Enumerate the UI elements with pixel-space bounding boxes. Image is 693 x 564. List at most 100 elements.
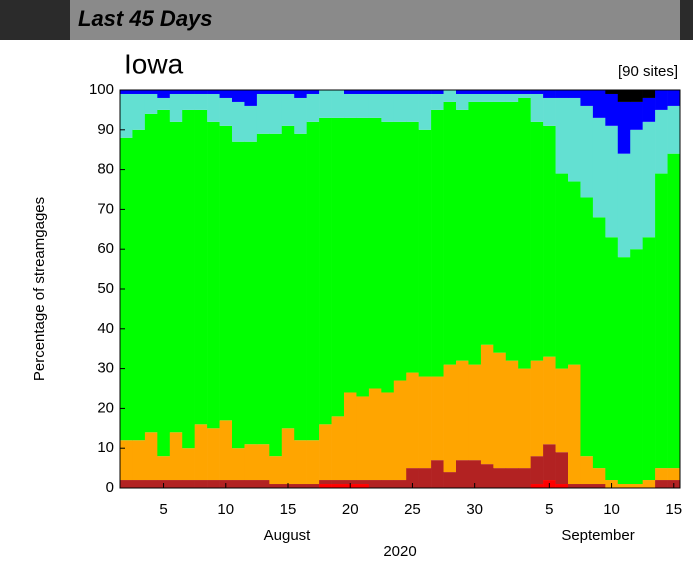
bar-segment <box>555 90 569 98</box>
bar-segment <box>431 90 444 94</box>
bar-segment <box>207 428 220 481</box>
bar-segment <box>144 432 158 481</box>
bar-segment <box>381 480 395 488</box>
bar-segment <box>642 121 656 238</box>
bar-segment <box>356 117 370 397</box>
bar-segment <box>182 90 195 94</box>
bar-segment <box>219 125 233 421</box>
chart-title: Last 45 Days <box>78 6 213 31</box>
bar-segment <box>431 93 444 110</box>
bar-segment <box>630 90 643 102</box>
bar-segment <box>518 93 531 98</box>
bar-segment <box>319 90 332 118</box>
bar-segment <box>480 93 494 102</box>
bar-segment <box>605 90 619 94</box>
bar-segment <box>630 129 643 250</box>
bar-segment <box>493 352 507 469</box>
bar-segment <box>480 101 494 345</box>
bar-segment <box>219 97 233 126</box>
bar-segment <box>169 121 183 433</box>
bar-segment <box>269 484 283 488</box>
bar-segment <box>406 468 419 488</box>
bar-segment <box>493 468 507 488</box>
bar-segment <box>194 480 208 488</box>
bar-segment <box>530 121 544 361</box>
bar-segment <box>443 472 457 488</box>
bar-segment <box>256 90 270 94</box>
bar-segment <box>120 480 133 488</box>
bar-segment <box>132 93 146 130</box>
bar-segment <box>468 90 482 94</box>
bar-segment <box>294 133 307 441</box>
bar-segment <box>194 424 208 481</box>
bar-segment <box>344 480 357 485</box>
bar-segment <box>667 153 681 469</box>
bar-segment <box>157 456 171 481</box>
bar-segment <box>617 257 631 485</box>
bar-segment <box>368 93 382 118</box>
y-tick-label: 100 <box>89 81 114 98</box>
bar-segment <box>468 101 482 365</box>
y-tick-label: 0 <box>106 479 114 496</box>
bar-segment <box>169 480 183 488</box>
bar-segment <box>356 90 370 94</box>
bar-segment <box>605 125 619 238</box>
bar-segment <box>543 90 556 98</box>
bar-segment <box>443 90 457 102</box>
bar-segment <box>244 444 258 481</box>
bar-segment <box>605 237 619 481</box>
bar-segment <box>418 376 432 469</box>
bar-segment <box>505 101 519 361</box>
bar-segment <box>456 109 469 361</box>
chart-subtitle: Iowa <box>124 48 184 79</box>
bar-segment <box>530 90 544 94</box>
bar-segment <box>580 105 594 198</box>
bar-segment <box>443 364 457 473</box>
bar-segment <box>642 237 656 481</box>
bar-segment <box>194 93 208 110</box>
bar-segment <box>543 97 556 126</box>
bar-segment <box>431 460 444 488</box>
bar-segment <box>617 153 631 258</box>
bar-segment <box>120 90 133 94</box>
bar-segment <box>219 90 233 98</box>
bar-segment <box>132 480 146 488</box>
bar-segment <box>132 129 146 441</box>
bar-segment <box>505 93 519 102</box>
bar-segment <box>580 484 594 488</box>
bar-segment <box>120 440 133 481</box>
bar-segment <box>431 376 444 461</box>
y-axis-label: Percentage of streamgages <box>31 197 48 381</box>
bar-segment <box>418 129 432 377</box>
bar-segment <box>232 101 245 142</box>
bar-segment <box>406 93 419 122</box>
bar-segment <box>157 97 171 110</box>
bar-segment <box>120 137 133 441</box>
bar-segment <box>319 117 332 425</box>
bar-segment <box>331 480 345 485</box>
bar-segment <box>207 480 220 488</box>
bar-segment <box>256 133 270 445</box>
bar-segment <box>356 484 370 488</box>
bar-segment <box>356 396 370 481</box>
bar-segment <box>617 90 631 102</box>
bar-segment <box>505 468 519 488</box>
bar-segment <box>381 90 395 94</box>
bar-segment <box>157 109 171 457</box>
bar-segment <box>144 93 158 114</box>
y-tick-label: 10 <box>97 439 114 456</box>
bar-segment <box>568 90 581 98</box>
bar-segment <box>393 121 407 381</box>
bar-segment <box>456 90 469 94</box>
bar-segment <box>194 109 208 425</box>
bar-segment <box>655 468 668 481</box>
bar-segment <box>381 93 395 122</box>
bar-segment <box>207 93 220 122</box>
y-tick-label: 30 <box>97 360 114 377</box>
bar-segment <box>518 97 531 369</box>
bar-segment <box>232 141 245 449</box>
bar-segment <box>468 364 482 461</box>
bar-segment <box>530 93 544 122</box>
bar-segment <box>319 480 332 485</box>
